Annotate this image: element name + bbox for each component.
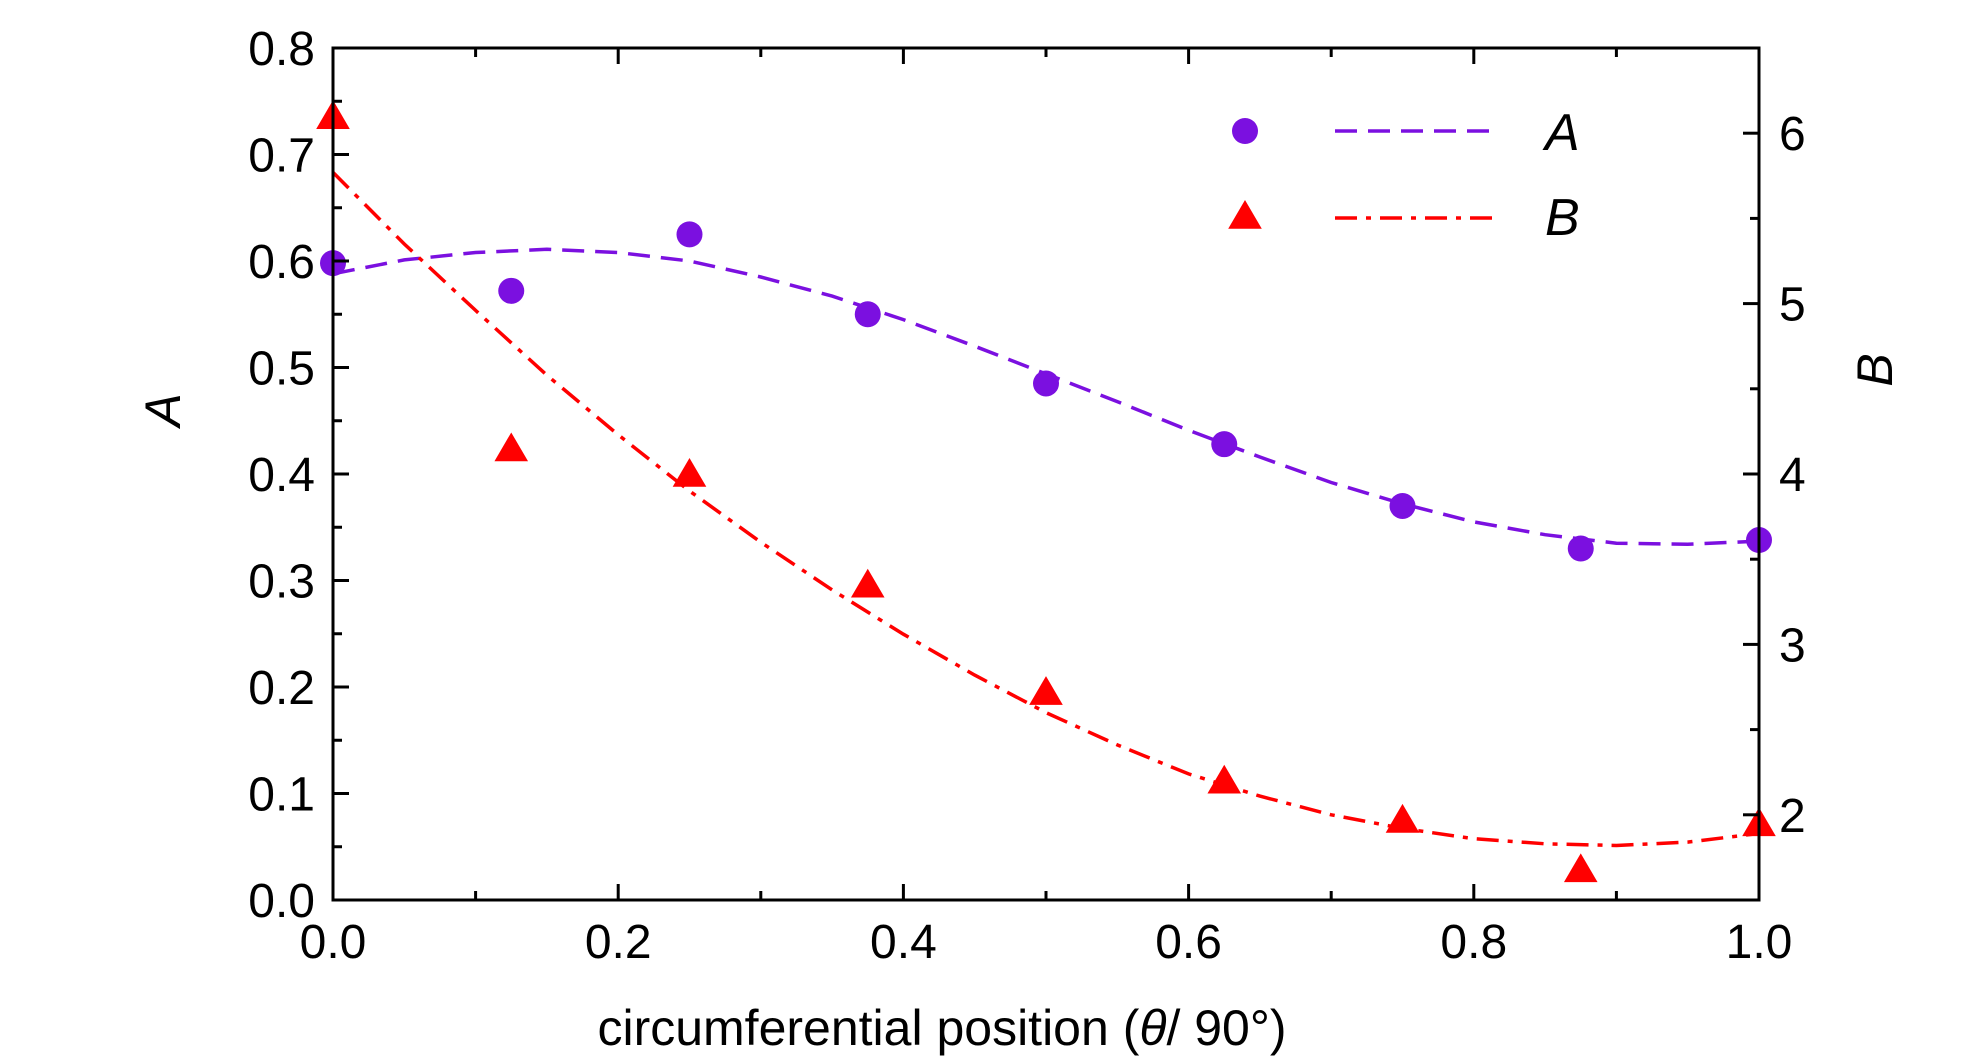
y-left-tick-label: 0.4 xyxy=(248,449,315,502)
data-point-a xyxy=(1033,370,1059,397)
x-axis-title-suffix: / 90°) xyxy=(1166,1000,1286,1056)
legend: A B xyxy=(1228,104,1580,247)
fit-curves xyxy=(331,171,1760,848)
axes xyxy=(331,46,1761,902)
legend-label-b: B xyxy=(1545,189,1580,247)
y-left-tick-label: 0.5 xyxy=(248,343,315,396)
data-point-a xyxy=(676,221,703,248)
y-left-tick-label: 0.6 xyxy=(248,236,315,289)
y-right-tick-label: 4 xyxy=(1779,449,1806,502)
data-point-b xyxy=(1563,853,1598,883)
legend-swatch-a xyxy=(1232,118,1500,144)
y-left-tick-label: 0.2 xyxy=(248,662,315,715)
y-left-tick-label: 0.0 xyxy=(248,875,315,928)
y-left-tick-label: 0.7 xyxy=(248,130,315,183)
data-point-b xyxy=(1207,764,1242,794)
data-point-b xyxy=(850,568,885,598)
y-right-tick-label: 3 xyxy=(1779,619,1806,672)
x-tick-label: 0.0 xyxy=(300,916,367,969)
data-point-b xyxy=(1029,676,1063,705)
y-left-tick-label: 0.8 xyxy=(248,23,315,76)
x-tick-label: 0.8 xyxy=(1440,916,1507,969)
y-right-tick-label: 2 xyxy=(1779,790,1806,843)
legend-marker-a xyxy=(1232,118,1258,144)
data-point-a xyxy=(498,277,525,304)
y-left-tick-label: 0.1 xyxy=(248,769,315,822)
legend-swatch-b xyxy=(1228,200,1500,229)
x-tick-label: 0.6 xyxy=(1155,916,1222,969)
y-axis-title-left: A xyxy=(135,393,191,429)
x-axis-title-prefix: circumferential position ( xyxy=(597,1000,1139,1056)
data-point-a xyxy=(1389,492,1416,519)
data-point-b xyxy=(672,458,707,487)
data-point-a xyxy=(854,301,881,328)
y-right-tick-label: 6 xyxy=(1779,108,1806,161)
fit-curve-b xyxy=(331,171,1760,848)
tick-labels: 0.0 0.2 0.4 0.6 0.8 1.0 0.0 0.1 0.2 0.3 0.4 0.5 0.6 0… xyxy=(248,23,1805,969)
x-axis-title-theta: θ xyxy=(1139,1000,1166,1056)
data-point-b xyxy=(1385,803,1420,833)
data-point-a xyxy=(1211,431,1238,458)
x-tick-label: 0.2 xyxy=(585,916,652,969)
y-axis-title-right: B xyxy=(1847,353,1903,386)
plot-frame xyxy=(331,46,1761,902)
x-tick-label: 1.0 xyxy=(1726,916,1793,969)
x-tick-label: 0.4 xyxy=(870,916,937,969)
data-point-b xyxy=(494,432,529,462)
data-point-a xyxy=(1567,535,1594,562)
y-left-tick-label: 0.3 xyxy=(248,556,315,609)
legend-label-a: A xyxy=(1542,104,1580,162)
y-right-tick-label: 5 xyxy=(1779,279,1806,332)
fit-curve-a xyxy=(332,247,1760,547)
legend-marker-b xyxy=(1228,200,1262,229)
x-axis-title: circumferential position (θ/ 90°) xyxy=(597,1000,1286,1056)
